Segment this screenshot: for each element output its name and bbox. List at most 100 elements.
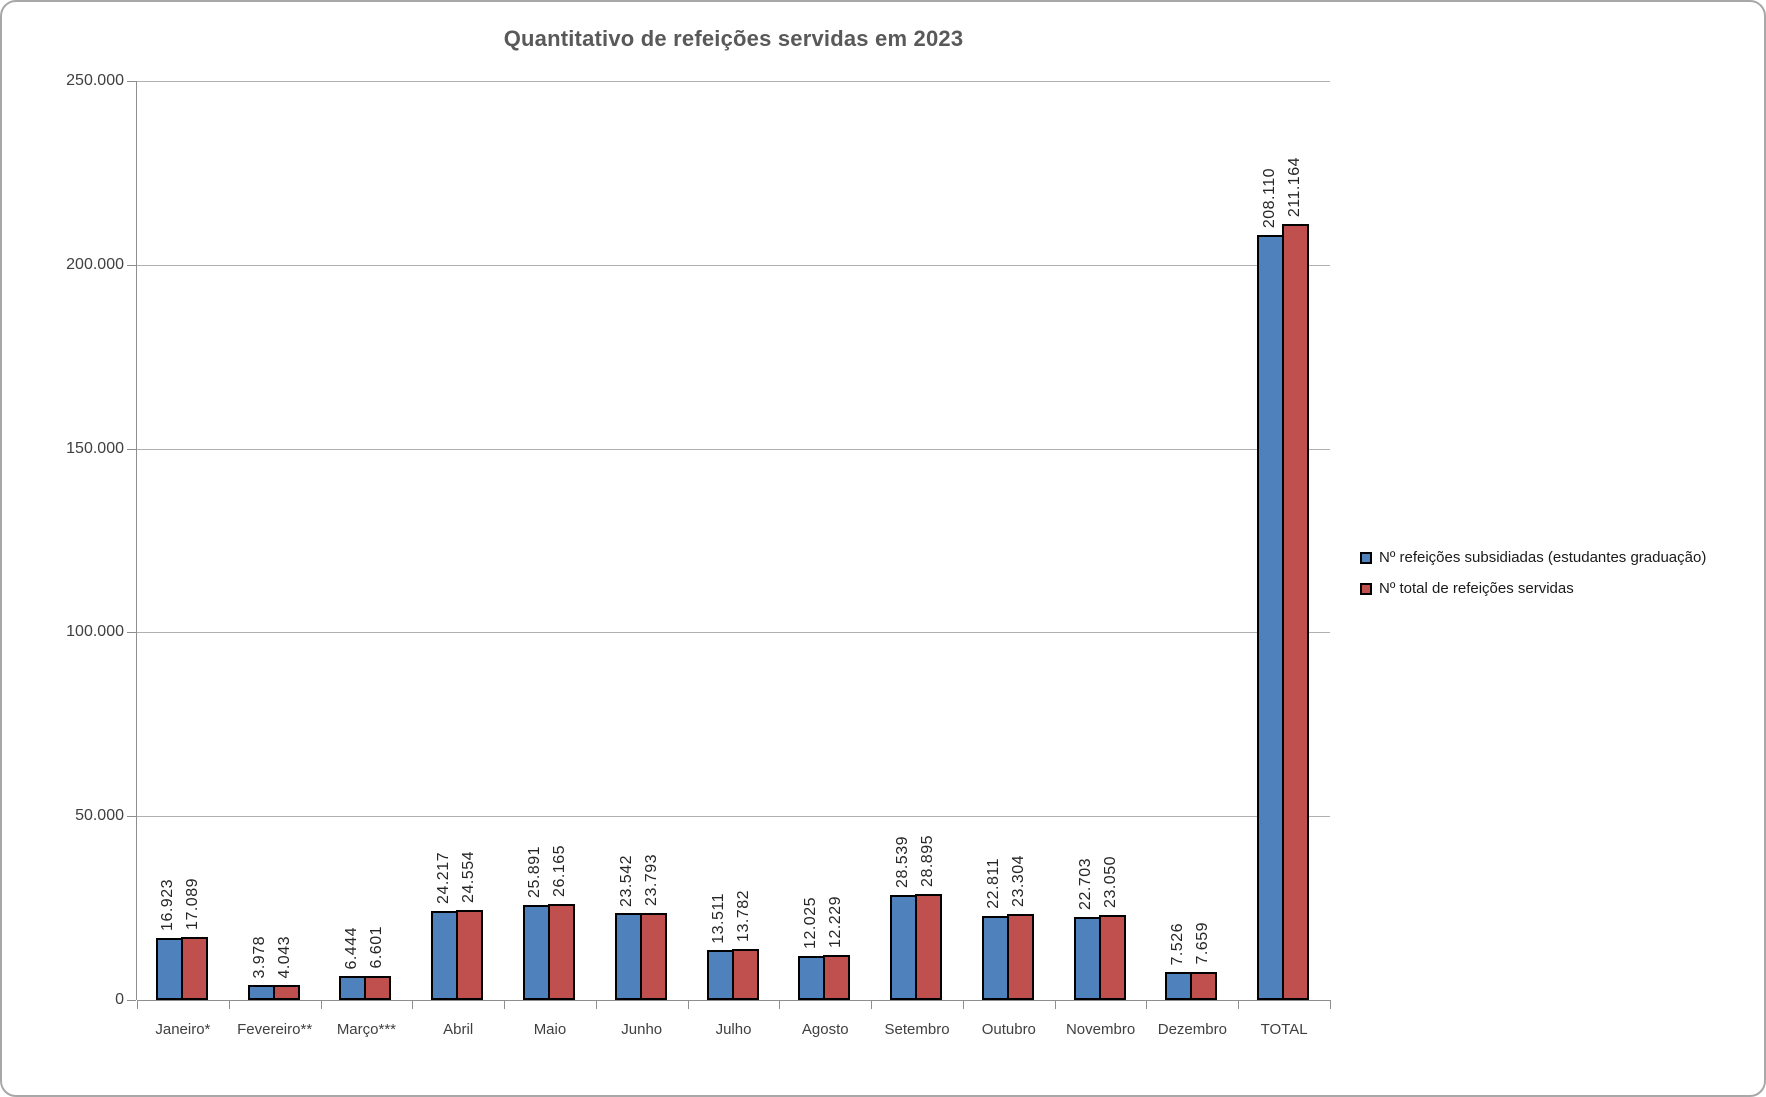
legend-swatch-blue — [1360, 551, 1372, 564]
x-axis-label-fevereiro: Fevereiro** — [237, 1021, 313, 1038]
bar-total-total — [1282, 223, 1310, 1000]
gridline-100000 — [137, 632, 1330, 634]
data-label-total-junho: 23.793 — [643, 853, 661, 906]
data-label-subsidiadas-janeiro: 16.923 — [159, 878, 177, 931]
gridline-150000 — [137, 448, 1330, 450]
x-axis-tick — [1238, 1000, 1240, 1009]
data-label-total-dezembro: 7.659 — [1193, 922, 1211, 965]
x-axis-tick — [1146, 1000, 1148, 1009]
bar-total-julho — [731, 949, 759, 1000]
bar-total-março — [364, 975, 392, 1000]
data-label-subsidiadas-dezembro: 7.526 — [1168, 922, 1186, 966]
y-axis-tick — [127, 632, 136, 634]
x-axis-label-abril: Abril — [443, 1021, 474, 1038]
x-axis-tick — [871, 1000, 873, 1009]
x-axis-tick — [320, 1000, 322, 1009]
bar-subsidiadas-janeiro — [155, 937, 183, 1000]
legend: Nº refeições subsidiadas (estudantes gra… — [1360, 549, 1706, 597]
plot-area: 0 50.000 100.000 150.000 200.000 250.000 16.92… — [66, 72, 1331, 1038]
data-label-subsidiadas-agosto: 12.025 — [801, 896, 819, 949]
x-axis-label-março: Março*** — [336, 1021, 396, 1038]
legend-label-total: Nº total de refeições servidas — [1379, 580, 1574, 597]
data-label-total-maio: 26.165 — [551, 844, 569, 897]
data-label-total-outubro: 23.304 — [1010, 855, 1028, 908]
y-axis-label: 250.000 — [66, 72, 124, 89]
x-axis-label-setembro: Setembro — [884, 1021, 950, 1038]
data-label-total-julho: 13.782 — [735, 890, 752, 943]
x-axis-tick — [962, 1000, 964, 1009]
bar-subsidiadas-julho — [706, 950, 734, 1000]
x-axis-tick — [504, 1000, 506, 1009]
data-label-subsidiadas-total: 208.110 — [1260, 167, 1278, 228]
data-label-total-janeiro: 17.089 — [184, 878, 202, 931]
bar-total-setembro — [915, 893, 943, 1000]
bar-subsidiadas-março — [339, 976, 367, 1000]
x-axis-tick — [412, 1000, 414, 1009]
data-label-subsidiadas-novembro: 22.703 — [1077, 857, 1095, 910]
x-axis-label-junho: Junho — [621, 1021, 663, 1038]
data-label-subsidiadas-abril: 24.217 — [434, 852, 452, 904]
bar-subsidiadas-novembro — [1073, 916, 1101, 1000]
data-label-subsidiadas-junho: 23.542 — [618, 854, 636, 907]
y-axis-label: 200.000 — [66, 255, 124, 273]
data-label-total-fevereiro: 4.043 — [276, 935, 294, 979]
bar-total-janeiro — [180, 937, 208, 1000]
bar-subsidiadas-agosto — [798, 955, 826, 1000]
x-axis-tick — [595, 1000, 597, 1009]
x-axis-label-julho: Julho — [715, 1021, 752, 1038]
bar-subsidiadas-fevereiro — [247, 985, 275, 1000]
y-axis-label: 150.000 — [66, 439, 124, 457]
x-axis-tick — [137, 1000, 138, 1009]
data-label-total-abril: 24.554 — [459, 850, 477, 903]
bar-total-maio — [547, 903, 575, 1000]
gridline-250000 — [137, 81, 1330, 82]
y-axis-tick — [127, 448, 136, 450]
y-axis-label: 100.000 — [66, 623, 124, 641]
bar-subsidiadas-maio — [522, 904, 550, 1000]
data-label-subsidiadas-fevereiro: 3.978 — [251, 935, 269, 979]
bar-subsidiadas-abril — [431, 910, 459, 1000]
legend-swatch-red — [1360, 582, 1372, 595]
y-axis-line — [136, 81, 137, 1000]
data-label-total-setembro: 28.895 — [918, 834, 936, 887]
bar-total-agosto — [823, 955, 851, 1000]
data-label-subsidiadas-setembro: 28.539 — [893, 836, 911, 889]
bar-subsidiadas-dezembro — [1165, 972, 1193, 1000]
bar-subsidiadas-total — [1257, 235, 1285, 1000]
data-label-subsidiadas-outubro: 22.811 — [985, 858, 1003, 910]
bar-total-fevereiro — [272, 985, 300, 1000]
chart-title: Quantitativo de refeições servidas em 20… — [503, 26, 964, 51]
data-label-total-agosto: 12.229 — [826, 896, 844, 949]
x-axis-tick — [1330, 1000, 1331, 1009]
bar-total-abril — [456, 909, 484, 1000]
gridline-50000 — [137, 816, 1330, 818]
y-axis-tick — [127, 816, 136, 818]
x-axis-label-dezembro: Dezembro — [1157, 1021, 1227, 1038]
data-label-subsidiadas-maio: 25.891 — [526, 845, 544, 898]
x-axis-tick — [228, 1000, 230, 1009]
x-axis-line — [137, 1000, 1330, 1001]
y-axis-tick — [127, 264, 136, 266]
x-axis-tick — [687, 1000, 689, 1009]
bar-subsidiadas-setembro — [890, 895, 918, 1000]
gridline-200000 — [137, 264, 1330, 266]
y-axis-label: 50.000 — [75, 807, 124, 825]
data-label-total-novembro: 23.050 — [1102, 856, 1120, 909]
bar-total-novembro — [1098, 915, 1126, 1000]
x-axis-label-outubro: Outubro — [981, 1021, 1036, 1038]
data-label-subsidiadas-março: 6.444 — [342, 926, 360, 970]
bar-subsidiadas-outubro — [981, 916, 1009, 1000]
x-axis-label-agosto: Agosto — [801, 1021, 849, 1038]
x-axis-label-maio: Maio — [533, 1021, 567, 1038]
x-axis-tick — [1054, 1000, 1056, 1009]
bar-total-outubro — [1006, 914, 1034, 1000]
y-axis-tick — [127, 81, 136, 82]
y-axis-tick — [127, 1000, 136, 1001]
x-axis-label-total: TOTAL — [1260, 1021, 1308, 1038]
bar-subsidiadas-junho — [614, 913, 642, 1000]
y-axis-label: 0 — [115, 991, 124, 1008]
bar-total-junho — [639, 912, 667, 1000]
data-label-total-março: 6.601 — [367, 926, 385, 969]
data-label-subsidiadas-julho: 13.511 — [710, 892, 727, 944]
